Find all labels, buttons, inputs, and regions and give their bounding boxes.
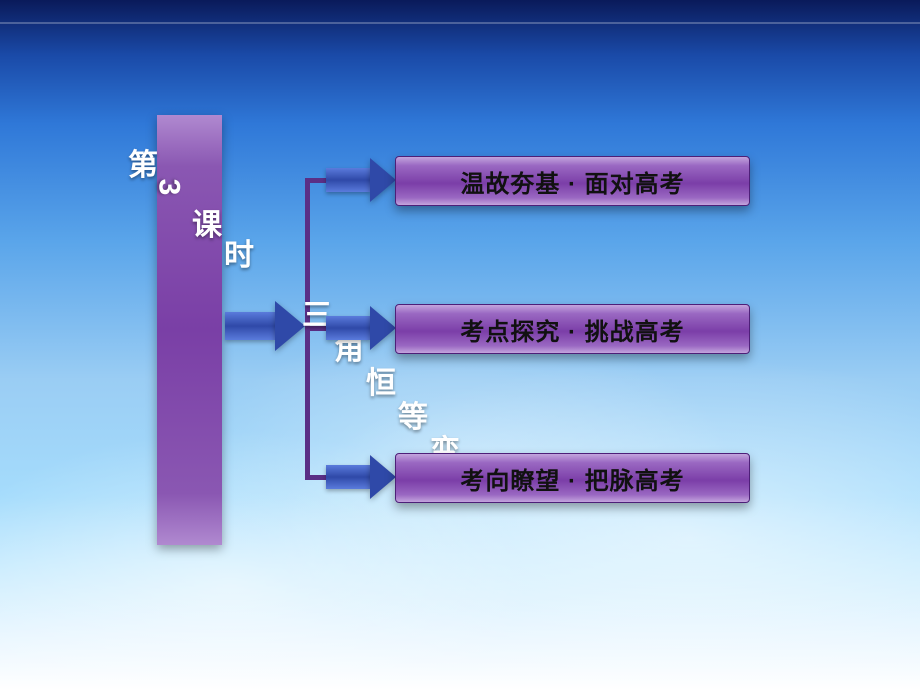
step-char: 第 (128, 140, 158, 184)
branch-box[interactable]: 考向瞭望 · 把脉高考 (395, 453, 750, 503)
step-char: 时 (224, 230, 254, 274)
branch-box-label: 考点探究 · 挑战高考 (460, 312, 684, 347)
arrow-shaft (326, 465, 370, 489)
step-char: 等 (398, 392, 428, 436)
arrow-head (370, 306, 396, 350)
branch-arrow (326, 158, 396, 202)
branch-box-label: 考向瞭望 · 把脉高考 (460, 461, 684, 496)
branch-box[interactable]: 考点探究 · 挑战高考 (395, 304, 750, 354)
step-char: 恒 (366, 358, 396, 402)
arrow-shaft (326, 168, 370, 192)
main-arrow (225, 301, 305, 351)
arrow-shaft (225, 312, 275, 340)
branch-arrow (326, 455, 396, 499)
bracket-stub (305, 178, 327, 183)
step-char: 课 (192, 200, 222, 244)
branch-box-label: 温故夯基 · 面对高考 (460, 164, 684, 199)
bracket-stub (305, 475, 327, 480)
slide-stage: 第3课时 三角恒等变换 温故夯基 · 面对高考考点探究 · 挑战高考考向瞭望 ·… (0, 0, 920, 690)
top-rule (0, 22, 920, 24)
branch-arrow (326, 306, 396, 350)
arrow-head (370, 455, 396, 499)
branch-box[interactable]: 温故夯基 · 面对高考 (395, 156, 750, 206)
arrow-shaft (326, 316, 370, 340)
arrow-head (370, 158, 396, 202)
arrow-head (275, 301, 305, 351)
